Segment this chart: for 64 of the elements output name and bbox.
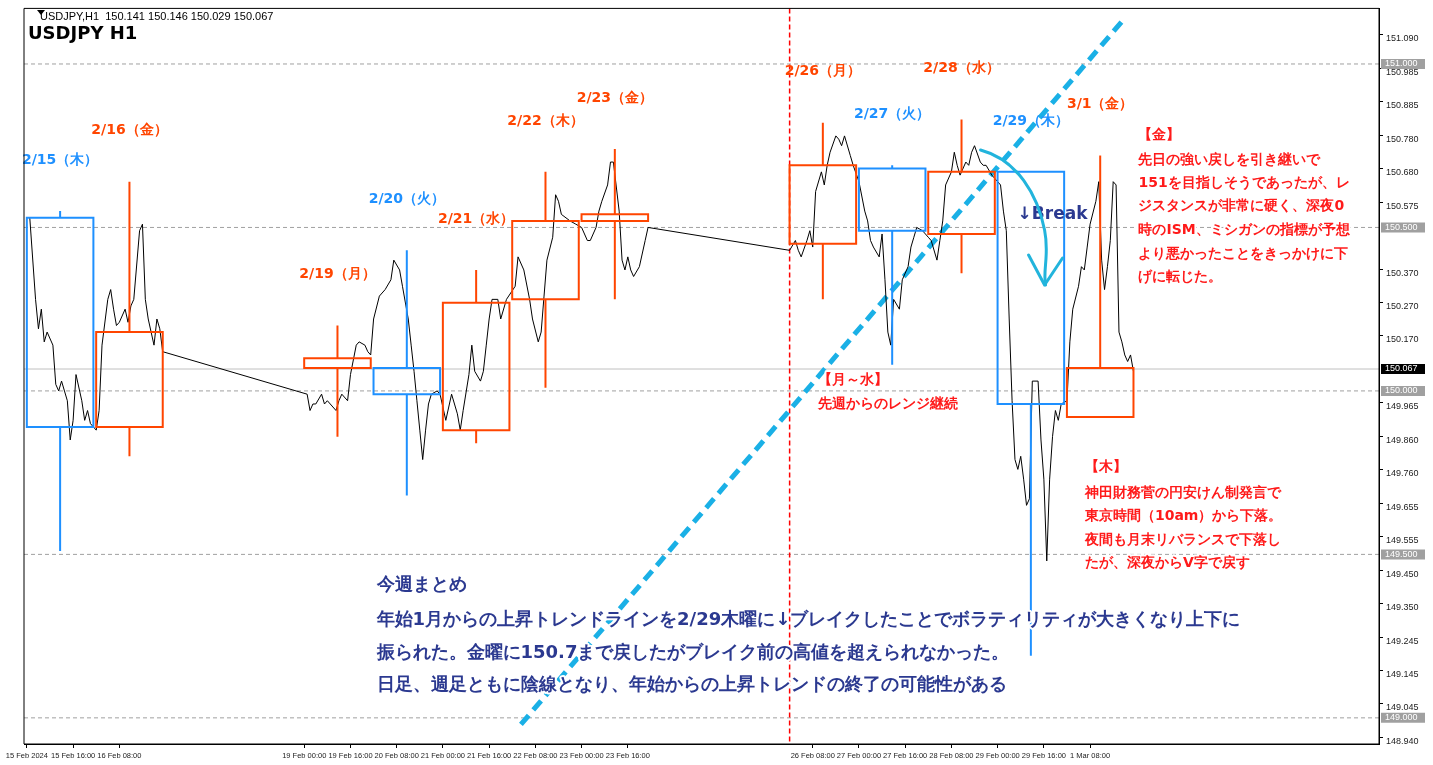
annotation: たが、深夜からV字で戻す	[1084, 553, 1250, 570]
ref-line-label: 149.000	[1385, 712, 1418, 723]
y-tick-label: 149.245	[1386, 636, 1419, 647]
y-tick-label: 150.680	[1386, 167, 1419, 178]
annotation: 【木】	[1084, 457, 1127, 474]
y-tick-label: 149.860	[1386, 435, 1419, 446]
annotation: 2/29（木）	[992, 111, 1070, 128]
annotation: 2/26（月）	[784, 62, 862, 79]
annotation: 151を目指しそうであったが、レ	[1138, 173, 1350, 191]
candlestick	[441, 268, 511, 445]
y-tick-label: 149.045	[1386, 701, 1419, 712]
y-tick-label: 149.555	[1386, 534, 1419, 545]
ref-line-label: 150.067	[1385, 363, 1418, 374]
annotation: 東京時間（10am）から下落。	[1083, 506, 1283, 523]
candlestick	[95, 180, 164, 458]
annotation: 日足、週足ともに陰線となり、年始からの上昇トレンドの終了の可能性がある	[376, 672, 1007, 694]
y-tick-label: 150.885	[1386, 100, 1419, 111]
ref-line-label: 150.500	[1385, 221, 1418, 232]
annotation: 2/22（木）	[507, 111, 584, 128]
y-tick-label: 151.090	[1386, 33, 1419, 44]
y-tick-label: 149.965	[1386, 400, 1419, 411]
candlestick	[788, 121, 858, 301]
annotation: 神田財務菅の円安けん制発言で	[1083, 483, 1282, 500]
annotation: より悪かったことをきっかけに下	[1138, 244, 1349, 261]
annotation: 先週からのレンジ継続	[816, 394, 958, 411]
text: USDJPY H1	[28, 22, 138, 44]
annotation: 【金】	[1138, 125, 1181, 142]
ref-line-label: 150.000	[1385, 385, 1418, 396]
candlestick	[25, 210, 95, 553]
annotation: 夜間も月末リバランスで下落し	[1083, 530, 1281, 547]
ref-line-label: 151.000	[1385, 58, 1418, 69]
y-tick-label: 149.760	[1386, 467, 1419, 478]
annotation: 2/20（火）	[368, 189, 445, 206]
annotation: 3/1（金）	[1066, 95, 1134, 112]
annotation: 今週まとめ	[375, 572, 467, 594]
annotation: 2/23（金）	[576, 88, 653, 105]
y-tick-label: 149.145	[1386, 668, 1419, 679]
y-tick-label: 150.270	[1386, 301, 1419, 312]
y-tick-label: 148.940	[1386, 735, 1419, 746]
annotation: 2/28（水）	[923, 59, 1000, 76]
annotation: げに転じた。	[1138, 267, 1223, 284]
chart-subtitle: USDJPY,H1 150.141 150.146 150.029 150.067	[40, 9, 274, 22]
y-tick-label: 149.655	[1386, 502, 1419, 513]
y-tick-label: 150.170	[1386, 333, 1419, 344]
candlestick	[927, 118, 996, 275]
y-tick-label: 150.780	[1386, 134, 1419, 145]
y-tick-label: 150.370	[1386, 268, 1419, 279]
annotation: 時のISM、ミシガンの指標が予想	[1138, 220, 1351, 237]
annotation: 2/21（水）	[437, 209, 515, 226]
annotation: 振られた。金曜に150.7まで戻したがブレイク前の高値を超えられなかった。	[375, 640, 1010, 662]
annotation: 2/19（月）	[299, 265, 376, 282]
annotation: 2/16（金）	[91, 121, 168, 138]
candlestick	[303, 324, 372, 438]
ref-line-label: 149.500	[1385, 548, 1418, 559]
annotation: ジスタンスが非常に硬く、深夜0	[1138, 196, 1345, 213]
y-tick-label: 149.450	[1386, 569, 1419, 580]
candlestick	[857, 164, 927, 366]
y-tick-label: 150.575	[1386, 201, 1419, 212]
annotation: 先日の強い戻しを引き継いで	[1137, 150, 1322, 167]
annotation: 2/27（火）	[854, 104, 931, 121]
candlestick	[372, 249, 442, 497]
y-tick-label: 149.350	[1386, 601, 1419, 612]
y-tick-label: 150.985	[1386, 67, 1419, 78]
annotation: 【月～水】	[817, 370, 888, 387]
